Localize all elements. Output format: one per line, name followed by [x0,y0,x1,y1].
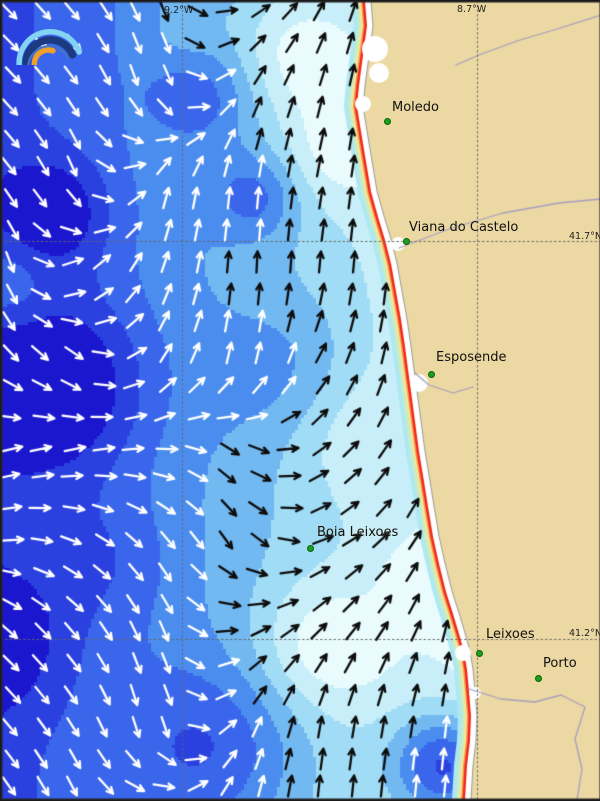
place-label-moledo: Moledo [392,100,439,115]
place-label-esposende: Esposende [436,350,507,365]
station-dot-porto [535,675,542,682]
meteo-logo-icon [16,29,82,65]
longitude-label-9-2w: 9.2°W [164,5,194,16]
station-dot-boia-leixoes [307,545,314,552]
station-dot-esposende [428,371,435,378]
latitude-label-41-7n: 41.7°N [569,231,600,242]
station-dot-leixoes [476,650,483,657]
longitude-label-8-7w: 8.7°W [457,4,487,15]
station-dot-moledo [384,118,391,125]
place-label-porto: Porto [543,656,577,671]
place-label-boia-leixoes: Boia Leixoes [317,525,399,540]
place-label-leixoes: Leixoes [486,627,535,642]
place-label-viana-do-castelo: Viana do Castelo [409,220,519,235]
latitude-label-41-2n: 41.2°N [569,628,600,639]
station-dot-viana-do-castelo [403,238,410,245]
